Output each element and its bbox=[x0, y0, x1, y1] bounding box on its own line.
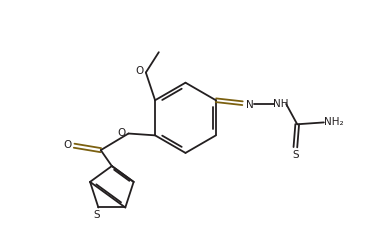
Text: O: O bbox=[63, 140, 72, 150]
Text: O: O bbox=[118, 128, 126, 138]
Text: NH₂: NH₂ bbox=[324, 117, 344, 127]
Text: S: S bbox=[93, 210, 100, 220]
Text: S: S bbox=[292, 150, 299, 160]
Text: N: N bbox=[246, 100, 254, 110]
Text: NH: NH bbox=[273, 99, 289, 109]
Text: O: O bbox=[135, 66, 143, 76]
